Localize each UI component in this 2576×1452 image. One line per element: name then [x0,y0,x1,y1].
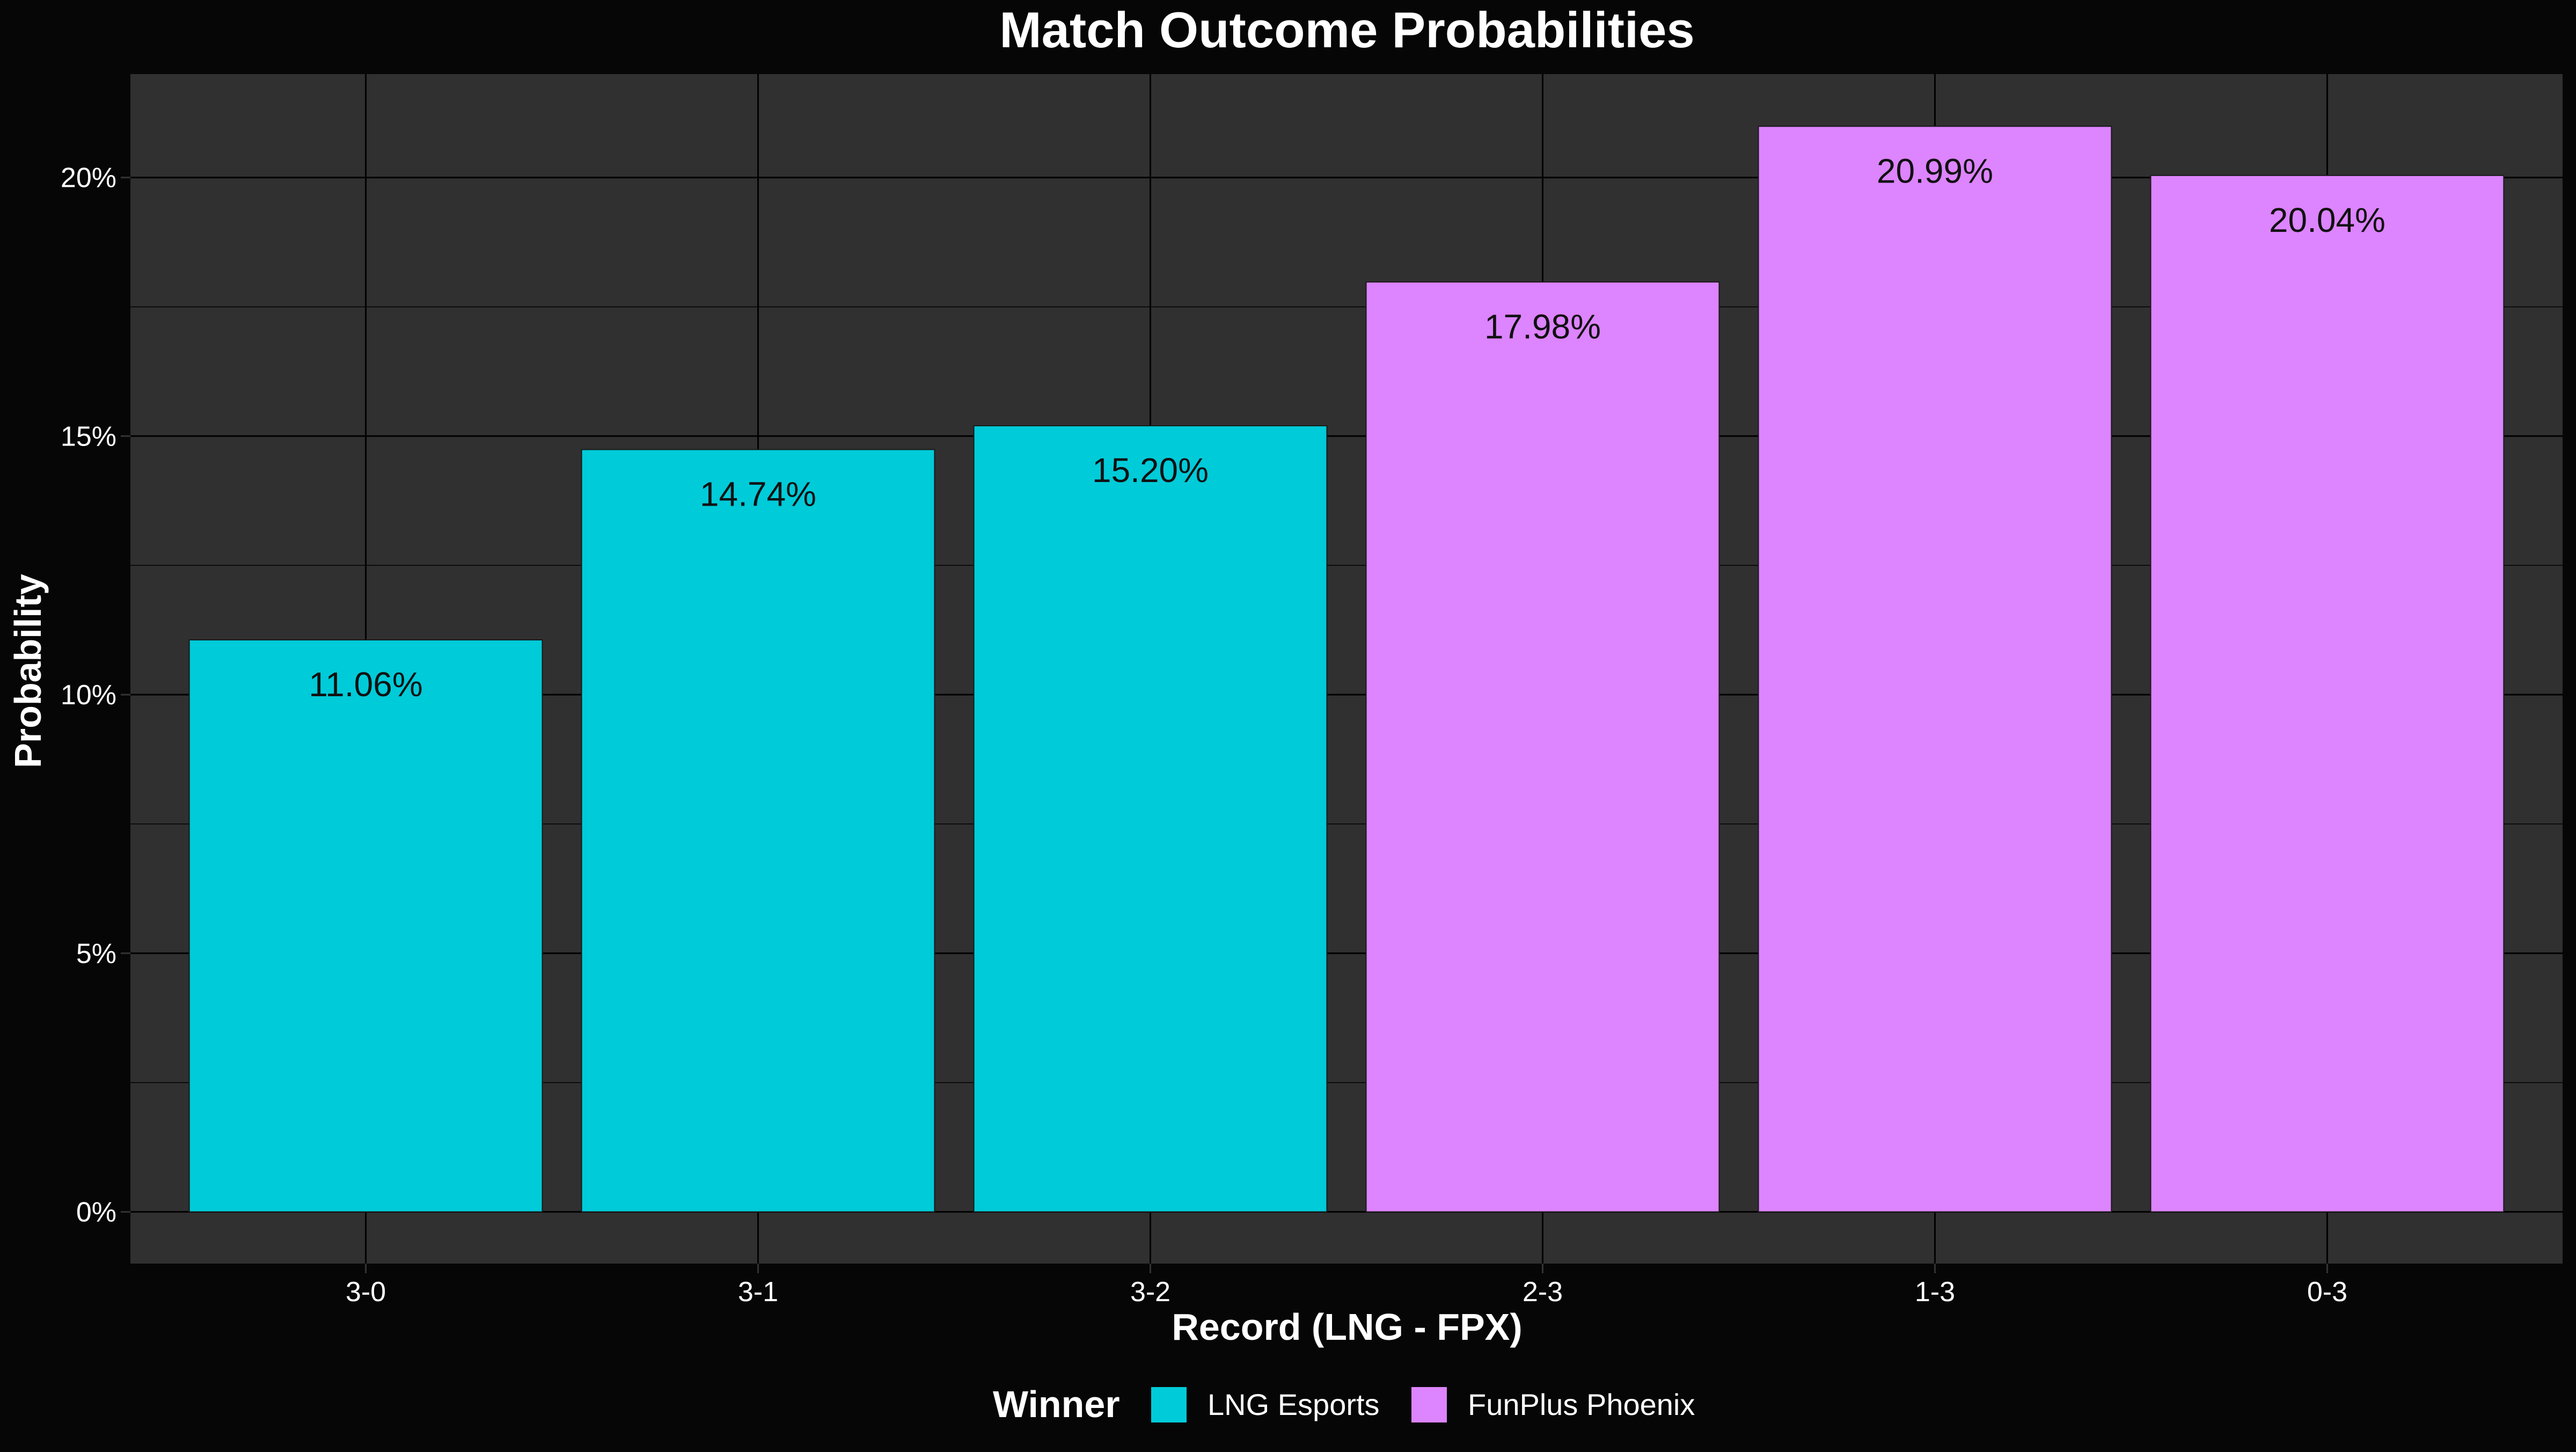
bar-0-3 [2150,174,2505,1213]
bar-value-label: 14.74% [700,475,816,513]
bar-value-label: 11.06% [309,665,422,704]
y-axis-title: Probability [7,574,49,768]
bar-3-1 [581,449,935,1213]
y-tick-label: 15% [61,421,116,452]
bar-1-3 [1758,126,2112,1213]
y-tick-label: 10% [61,680,116,711]
bar-label-layer: 11.06% 14.74% 15.20% 17.98% 20.99% 20.04% [309,151,2385,704]
chart-title: Match Outcome Probabilities [999,2,1694,58]
x-axis-title: Record (LNG - FPX) [1172,1306,1522,1348]
bar-value-label: 20.04% [2269,201,2385,239]
legend-swatch-funplus-phoenix [1411,1387,1447,1422]
bar-layer [188,126,2505,1213]
bar-value-label: 20.99% [1877,151,1993,190]
y-tick-label: 0% [76,1197,116,1228]
legend-label-funplus-phoenix: FunPlus Phoenix [1468,1388,1695,1421]
bar-3-2 [973,425,1328,1213]
y-tick-label: 20% [61,163,116,194]
x-tick-label: 3-1 [738,1276,778,1308]
x-tick-label: 3-0 [346,1276,386,1308]
x-tick-label: 0-3 [2307,1276,2347,1308]
y-tick-label: 5% [76,938,116,969]
bar-value-label: 17.98% [1484,307,1601,346]
x-tick-label: 3-2 [1130,1276,1170,1308]
x-tick-label: 1-3 [1915,1276,1955,1308]
bar-3-0 [188,639,543,1213]
bar-2-3 [1365,281,1720,1213]
legend-title: Winner [993,1383,1120,1425]
legend: Winner LNG Esports FunPlus Phoenix [993,1383,1695,1425]
legend-swatch-lng-esports [1151,1387,1187,1422]
bar-value-label: 15.20% [1092,451,1209,490]
axis-layer: 0% 5% 10% 15% 20% 3-0 3-1 3-2 2-3 1-3 0-3 [61,163,2347,1308]
legend-label-lng-esports: LNG Esports [1208,1388,1380,1421]
x-tick-label: 2-3 [1523,1276,1563,1308]
